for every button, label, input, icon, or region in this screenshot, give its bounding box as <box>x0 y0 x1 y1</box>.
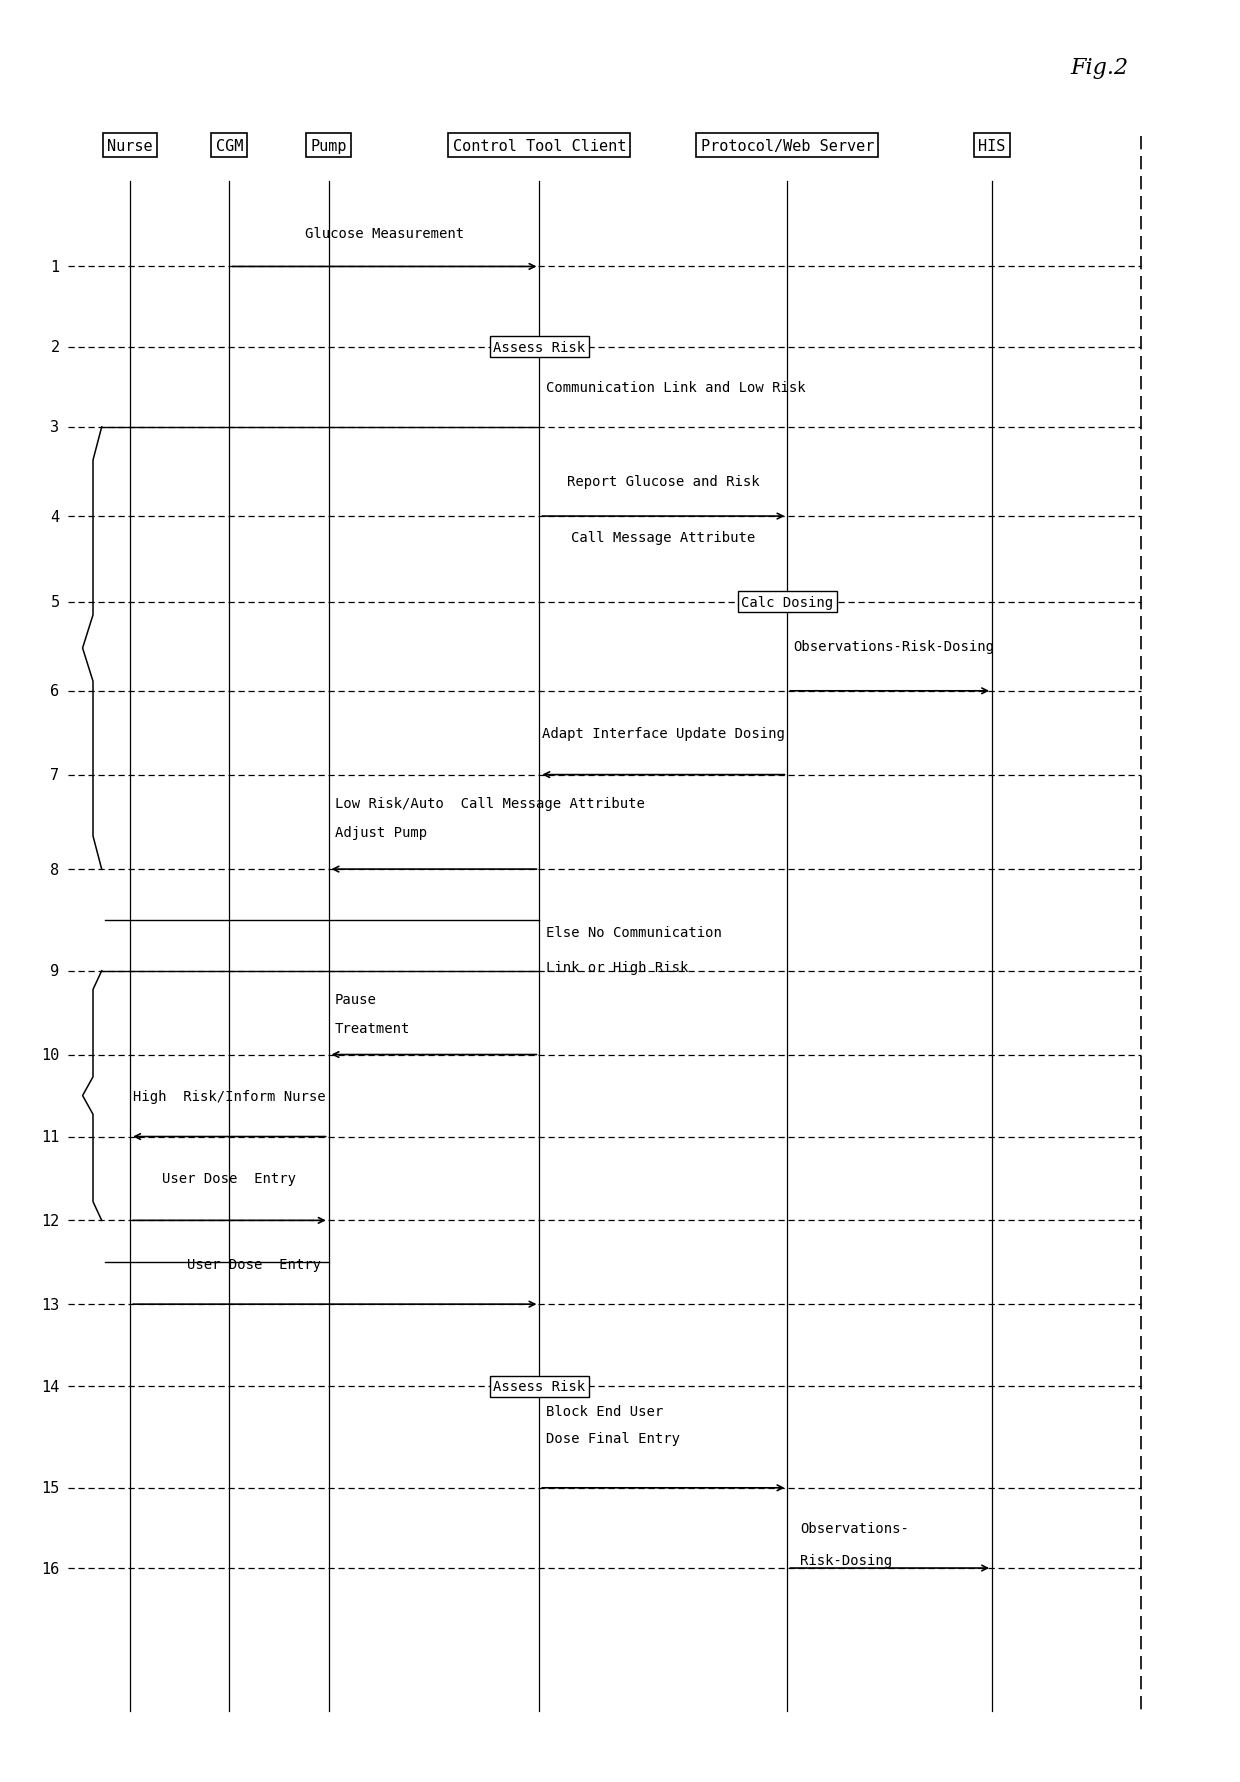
Text: 2: 2 <box>51 340 60 355</box>
Text: Pause: Pause <box>335 993 377 1007</box>
Text: Adjust Pump: Adjust Pump <box>335 825 427 839</box>
Text: 1: 1 <box>51 260 60 274</box>
Text: Adapt Interface Update Dosing: Adapt Interface Update Dosing <box>542 727 785 740</box>
Text: 11: 11 <box>41 1130 60 1144</box>
Text: 15: 15 <box>41 1481 60 1495</box>
Text: 14: 14 <box>41 1379 60 1394</box>
Text: 13: 13 <box>41 1297 60 1312</box>
Text: Block End User: Block End User <box>546 1404 663 1418</box>
Text: Link or High Risk: Link or High Risk <box>546 960 688 975</box>
Text: 10: 10 <box>41 1048 60 1062</box>
Text: Call Message Attribute: Call Message Attribute <box>572 531 755 545</box>
Text: Risk-Dosing: Risk-Dosing <box>800 1554 892 1566</box>
Text: High  Risk/Inform Nurse: High Risk/Inform Nurse <box>133 1089 326 1103</box>
Text: Pump: Pump <box>310 139 347 153</box>
Text: 5: 5 <box>51 595 60 609</box>
Text: Calc Dosing: Calc Dosing <box>742 595 833 609</box>
Text: Fig.2: Fig.2 <box>1070 57 1128 78</box>
Text: 7: 7 <box>51 768 60 782</box>
Text: Assess Risk: Assess Risk <box>494 340 585 355</box>
Text: Nurse: Nurse <box>108 139 153 153</box>
Text: 12: 12 <box>41 1214 60 1228</box>
Text: 3: 3 <box>51 421 60 435</box>
Text: Treatment: Treatment <box>335 1021 410 1035</box>
Text: User Dose  Entry: User Dose Entry <box>187 1258 321 1272</box>
Text: 16: 16 <box>41 1561 60 1575</box>
Text: Else No Communication: Else No Communication <box>546 925 722 939</box>
Text: 6: 6 <box>51 684 60 699</box>
Text: Dose Final Entry: Dose Final Entry <box>546 1431 680 1445</box>
Text: Observations-: Observations- <box>800 1522 909 1534</box>
Text: CGM: CGM <box>216 139 243 153</box>
Text: Protocol/Web Server: Protocol/Web Server <box>701 139 874 153</box>
Text: 4: 4 <box>51 510 60 524</box>
Text: HIS: HIS <box>978 139 1006 153</box>
Text: Glucose Measurement: Glucose Measurement <box>305 226 464 241</box>
Text: Communication Link and Low Risk: Communication Link and Low Risk <box>546 381 805 394</box>
Text: Assess Risk: Assess Risk <box>494 1379 585 1394</box>
Text: Report Glucose and Risk: Report Glucose and Risk <box>567 474 760 488</box>
Text: User Dose  Entry: User Dose Entry <box>162 1173 296 1185</box>
Text: 8: 8 <box>51 862 60 877</box>
Text: 9: 9 <box>51 964 60 978</box>
Text: Low Risk/Auto  Call Message Attribute: Low Risk/Auto Call Message Attribute <box>335 797 645 811</box>
Text: Control Tool Client: Control Tool Client <box>453 139 626 153</box>
Text: Observations-Risk-Dosing: Observations-Risk-Dosing <box>794 640 994 654</box>
